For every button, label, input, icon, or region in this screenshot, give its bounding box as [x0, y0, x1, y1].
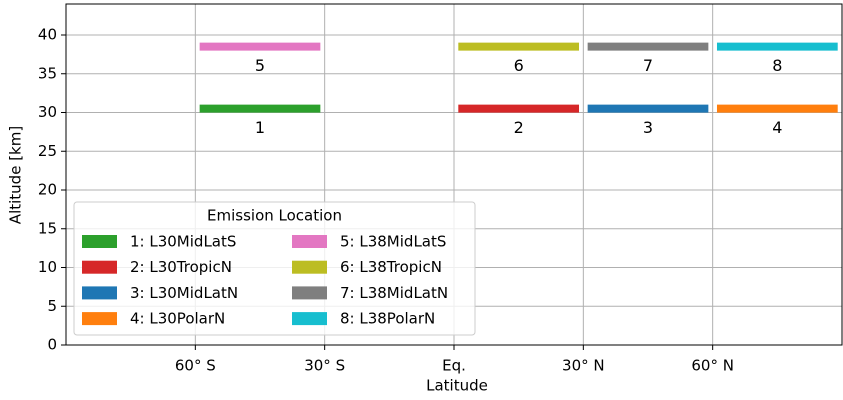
legend-label: 8: L38PolarN [340, 310, 435, 328]
x-tick-label: 60° S [175, 357, 216, 375]
legend-label: 2: L30TropicN [130, 258, 232, 276]
bar-label: 5 [255, 56, 265, 75]
range-bar [458, 42, 580, 51]
legend-swatch [292, 260, 327, 274]
range-bar [587, 104, 709, 113]
x-tick-label: 30° N [562, 357, 605, 375]
legend-swatch [82, 235, 117, 248]
range-bar [716, 104, 838, 113]
legend-swatch [292, 286, 327, 300]
range-bar [587, 42, 709, 51]
legend-swatch [82, 260, 117, 274]
y-axis-label: Altitude [km] [7, 126, 25, 224]
y-tick-label: 10 [38, 258, 57, 276]
y-tick-label: 5 [47, 297, 57, 315]
legend-box [73, 201, 476, 336]
x-tick-label: Eq. [442, 357, 466, 375]
legend-label: 3: L30MidLatN [130, 284, 238, 302]
x-tick-label: 30° S [304, 357, 345, 375]
range-bar [716, 42, 838, 51]
range-bar [458, 104, 580, 113]
y-tick-label: 30 [38, 103, 57, 121]
y-tick-label: 0 [47, 336, 57, 354]
legend-label: 4: L30PolarN [130, 310, 225, 328]
range-bar [199, 42, 321, 51]
bar-label: 2 [514, 118, 524, 137]
legend: Emission Location 1: L30MidLatS 2: L30Trop… [73, 201, 476, 336]
y-tick-label: 20 [38, 181, 57, 199]
y-tick-label: 40 [38, 26, 57, 44]
legend-label: 1: L30MidLatS [130, 233, 236, 251]
legend-label: 7: L38MidLatN [340, 284, 448, 302]
y-tick-label: 25 [38, 142, 57, 160]
bar-label: 6 [514, 56, 524, 75]
legend-title: Emission Location [207, 207, 342, 225]
legend-swatch [292, 235, 327, 248]
bar-label: 8 [772, 56, 782, 75]
y-tick-label: 15 [38, 219, 57, 237]
legend-swatch [292, 312, 327, 326]
legend-label: 5: L38MidLatS [340, 233, 446, 251]
x-axis-label: Latitude [426, 377, 488, 395]
plot-frame [65, 3, 843, 346]
bar-label: 1 [255, 118, 265, 137]
bar-label: 7 [643, 56, 653, 75]
range-bar [199, 104, 321, 113]
legend-swatch [82, 286, 117, 300]
legend-label: 6: L38TropicN [340, 258, 442, 276]
bar-label: 3 [643, 118, 653, 137]
bar-label: 4 [772, 118, 782, 137]
legend-swatch [82, 312, 117, 326]
x-tick-label: 60° N [691, 357, 734, 375]
y-tick-label: 35 [38, 64, 57, 82]
